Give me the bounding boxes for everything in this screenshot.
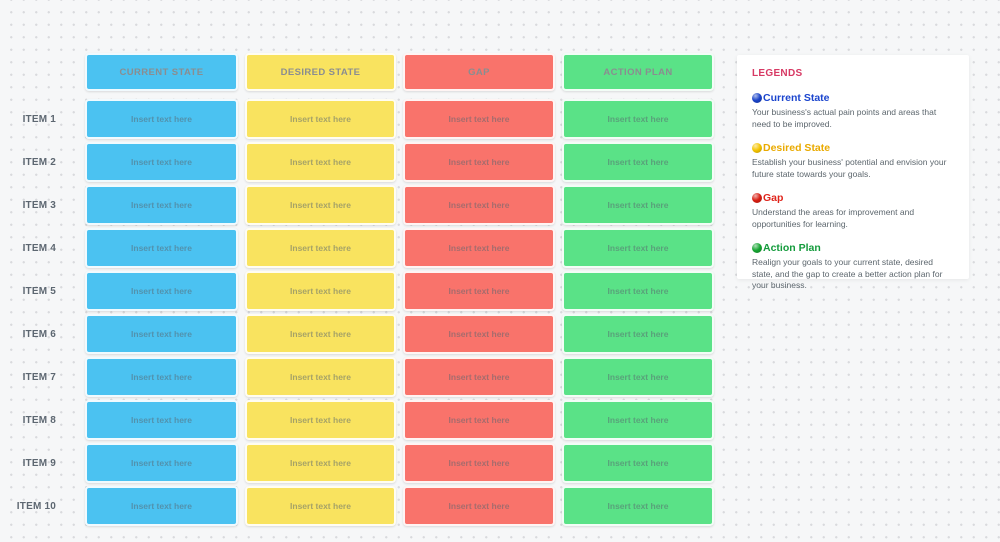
cell-gap[interactable]: Insert text here <box>403 185 555 225</box>
legend-entry-description: Establish your business' potential and e… <box>752 157 947 179</box>
cell-current-state[interactable]: Insert text here <box>85 185 238 225</box>
column-header-current-state[interactable]: CURRENT STATE <box>85 53 238 91</box>
legend-entry: Desired State Establish your business' p… <box>752 142 954 180</box>
cell-desired-state[interactable]: Insert text here <box>245 228 396 268</box>
row-label[interactable]: ITEM 2 <box>22 156 56 168</box>
row-label[interactable]: ITEM 8 <box>22 414 56 426</box>
cell-action-plan[interactable]: Insert text here <box>562 185 714 225</box>
cell-action-plan[interactable]: Insert text here <box>562 400 714 440</box>
cell-desired-state[interactable]: Insert text here <box>245 400 396 440</box>
row-label[interactable]: ITEM 1 <box>22 113 56 125</box>
cell-gap[interactable]: Insert text here <box>403 271 555 311</box>
legend-title: LEGENDS <box>752 68 803 79</box>
cell-current-state[interactable]: Insert text here <box>85 357 238 397</box>
legend-entry-label: Current State <box>763 92 830 104</box>
cell-gap[interactable]: Insert text here <box>403 443 555 483</box>
legend-entry-label: Desired State <box>763 142 831 154</box>
cell-action-plan[interactable]: Insert text here <box>562 99 714 139</box>
row-label[interactable]: ITEM 6 <box>22 328 56 340</box>
cell-gap[interactable]: Insert text here <box>403 314 555 354</box>
row-label[interactable]: ITEM 10 <box>16 500 56 512</box>
blue-circle-icon <box>752 93 762 103</box>
legend-entry-description: Your business's actual pain points and a… <box>752 107 937 129</box>
cell-gap[interactable]: Insert text here <box>403 486 555 526</box>
cell-gap[interactable]: Insert text here <box>403 228 555 268</box>
row-label[interactable]: ITEM 4 <box>22 242 56 254</box>
legend-entry-description: Understand the areas for improvement and… <box>752 207 915 229</box>
board-header-row: CURRENT STATE DESIRED STATE GAP ACTION P… <box>0 53 714 91</box>
cell-current-state[interactable]: Insert text here <box>85 228 238 268</box>
legend-entry: Gap Understand the areas for improvement… <box>752 192 954 230</box>
column-header-action-plan[interactable]: ACTION PLAN <box>562 53 714 91</box>
cell-desired-state[interactable]: Insert text here <box>245 486 396 526</box>
cell-current-state[interactable]: Insert text here <box>85 271 238 311</box>
row-label-gutter <box>0 53 78 91</box>
legend-entry-description: Realign your goals to your current state… <box>752 257 943 290</box>
cell-gap[interactable]: Insert text here <box>403 400 555 440</box>
cell-current-state[interactable]: Insert text here <box>85 400 238 440</box>
cell-action-plan[interactable]: Insert text here <box>562 314 714 354</box>
cell-action-plan[interactable]: Insert text here <box>562 486 714 526</box>
cell-gap[interactable]: Insert text here <box>403 99 555 139</box>
column-header-gap[interactable]: GAP <box>403 53 555 91</box>
cell-desired-state[interactable]: Insert text here <box>245 185 396 225</box>
legend-entries: Current State Your business's actual pai… <box>752 92 954 292</box>
cell-current-state[interactable]: Insert text here <box>85 314 238 354</box>
row-label[interactable]: ITEM 9 <box>22 457 56 469</box>
legend-entry-label: Gap <box>763 192 784 204</box>
cell-desired-state[interactable]: Insert text here <box>245 443 396 483</box>
cell-action-plan[interactable]: Insert text here <box>562 271 714 311</box>
cell-action-plan[interactable]: Insert text here <box>562 142 714 182</box>
cell-current-state[interactable]: Insert text here <box>85 99 238 139</box>
cell-desired-state[interactable]: Insert text here <box>245 271 396 311</box>
cell-current-state[interactable]: Insert text here <box>85 142 238 182</box>
cell-action-plan[interactable]: Insert text here <box>562 443 714 483</box>
cell-desired-state[interactable]: Insert text here <box>245 314 396 354</box>
green-circle-icon <box>752 243 762 253</box>
legend-entry-label: Action Plan <box>763 242 821 254</box>
cell-action-plan[interactable]: Insert text here <box>562 357 714 397</box>
cell-current-state[interactable]: Insert text here <box>85 443 238 483</box>
cell-gap[interactable]: Insert text here <box>403 142 555 182</box>
cell-desired-state[interactable]: Insert text here <box>245 357 396 397</box>
row-label[interactable]: ITEM 5 <box>22 285 56 297</box>
cell-desired-state[interactable]: Insert text here <box>245 142 396 182</box>
column-header-desired-state[interactable]: DESIRED STATE <box>245 53 396 91</box>
legend-entry: Current State Your business's actual pai… <box>752 92 954 130</box>
cell-action-plan[interactable]: Insert text here <box>562 228 714 268</box>
row-label[interactable]: ITEM 3 <box>22 199 56 211</box>
cell-desired-state[interactable]: Insert text here <box>245 99 396 139</box>
board-rows: ITEM 1 Insert text here Insert text here… <box>0 99 714 526</box>
row-label[interactable]: ITEM 7 <box>22 371 56 383</box>
legend-card: LEGENDS Current State Your business's ac… <box>737 55 969 290</box>
red-circle-icon <box>752 193 762 203</box>
yellow-circle-icon <box>752 143 762 153</box>
cell-gap[interactable]: Insert text here <box>403 357 555 397</box>
legend-entry: Action Plan Realign your goals to your c… <box>752 242 954 292</box>
cell-current-state[interactable]: Insert text here <box>85 486 238 526</box>
